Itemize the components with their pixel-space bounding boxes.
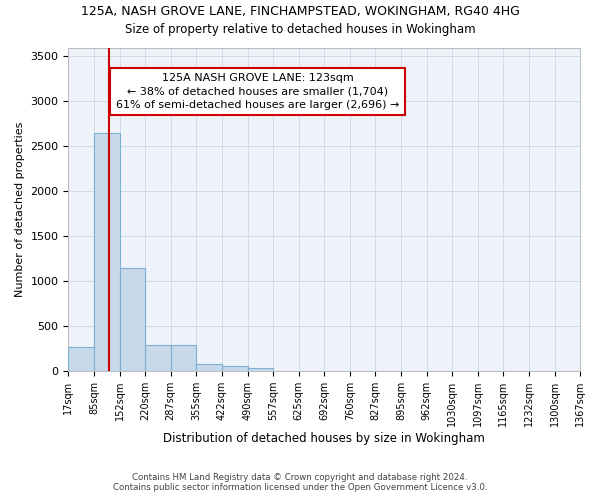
Bar	[171, 345, 196, 371]
Bar	[196, 364, 222, 371]
Text: Contains HM Land Registry data © Crown copyright and database right 2024.: Contains HM Land Registry data © Crown c…	[132, 474, 468, 482]
Text: Contains public sector information licensed under the Open Government Licence v3: Contains public sector information licen…	[113, 484, 487, 492]
Bar	[145, 345, 171, 371]
Bar	[94, 133, 119, 371]
Text: 125A NASH GROVE LANE: 123sqm
← 38% of detached houses are smaller (1,704)
61% of: 125A NASH GROVE LANE: 123sqm ← 38% of de…	[116, 74, 400, 110]
Y-axis label: Number of detached properties: Number of detached properties	[15, 122, 25, 297]
Text: Size of property relative to detached houses in Wokingham: Size of property relative to detached ho…	[125, 22, 475, 36]
X-axis label: Distribution of detached houses by size in Wokingham: Distribution of detached houses by size …	[163, 432, 485, 445]
Bar	[119, 268, 145, 371]
Bar	[68, 347, 94, 371]
Text: 125A, NASH GROVE LANE, FINCHAMPSTEAD, WOKINGHAM, RG40 4HG: 125A, NASH GROVE LANE, FINCHAMPSTEAD, WO…	[80, 5, 520, 18]
Bar	[222, 366, 248, 371]
Bar	[248, 368, 273, 371]
